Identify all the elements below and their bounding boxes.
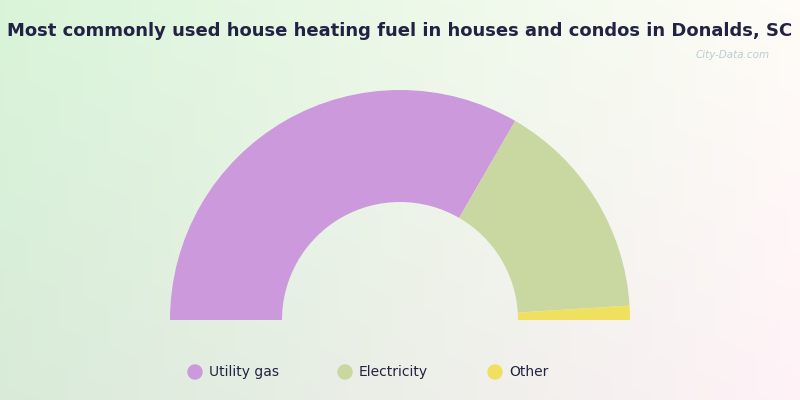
Text: Most commonly used house heating fuel in houses and condos in Donalds, SC: Most commonly used house heating fuel in… bbox=[7, 22, 793, 40]
Circle shape bbox=[488, 365, 502, 379]
Text: City-Data.com: City-Data.com bbox=[696, 50, 770, 60]
Text: Utility gas: Utility gas bbox=[209, 365, 279, 379]
Wedge shape bbox=[459, 121, 630, 312]
Circle shape bbox=[188, 365, 202, 379]
Wedge shape bbox=[170, 90, 515, 320]
Wedge shape bbox=[518, 306, 630, 320]
Text: Electricity: Electricity bbox=[359, 365, 428, 379]
Text: Other: Other bbox=[509, 365, 548, 379]
Circle shape bbox=[338, 365, 352, 379]
